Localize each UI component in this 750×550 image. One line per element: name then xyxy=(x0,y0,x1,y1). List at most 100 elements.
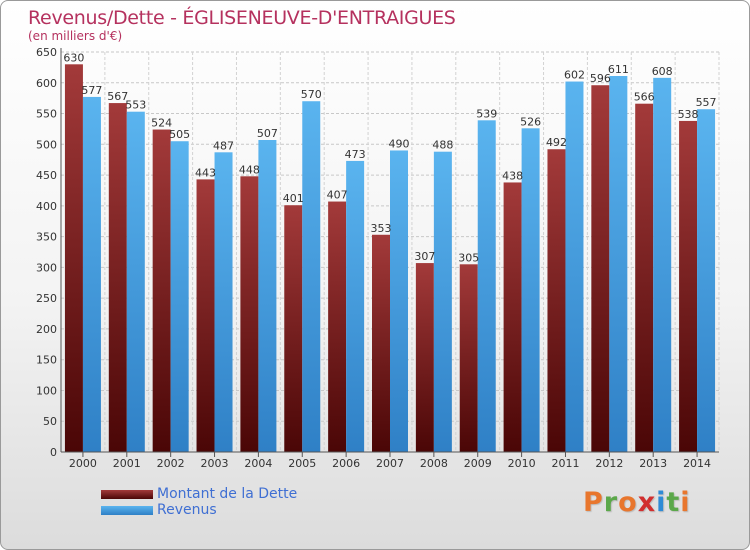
y-tick-label: 500 xyxy=(36,138,57,151)
bar-dette xyxy=(240,176,259,453)
bar-revenus xyxy=(214,152,233,453)
bar-dette xyxy=(415,263,434,452)
x-tick-label: 2010 xyxy=(508,457,536,470)
bar-revenus xyxy=(258,140,277,452)
x-tick-label: 2003 xyxy=(201,457,229,470)
x-tick-label: 2006 xyxy=(332,457,360,470)
y-tick-label: 0 xyxy=(50,446,57,459)
bar-dette xyxy=(547,149,566,452)
data-label-dette: 596 xyxy=(590,72,611,85)
y-tick-label: 300 xyxy=(36,261,57,274)
chart-subtitle: (en milliers d'€) xyxy=(28,29,123,43)
bars xyxy=(64,64,716,453)
data-label-revenus: 608 xyxy=(652,65,673,78)
legend-label-dette: Montant de la Dette xyxy=(157,486,298,502)
bar-revenus xyxy=(170,141,189,452)
data-label-revenus: 611 xyxy=(608,63,629,76)
grid-lines xyxy=(60,51,720,452)
y-tick-label: 450 xyxy=(36,169,57,182)
bar-dette xyxy=(108,103,127,453)
data-label-revenus: 487 xyxy=(213,139,234,152)
y-tick-label: 600 xyxy=(36,77,57,90)
bar-dette xyxy=(591,85,610,452)
axes: 0 50 100 150 200 250 300 350 400 450 500 550 600 650 2… xyxy=(36,46,719,470)
bar-dette xyxy=(503,182,522,452)
x-tick-label: 2002 xyxy=(157,457,185,470)
data-label-revenus: 557 xyxy=(696,96,717,109)
y-tick-label: 400 xyxy=(36,200,57,213)
y-tick-label: 200 xyxy=(36,323,57,336)
data-label-revenus: 490 xyxy=(389,137,410,150)
bar-revenus xyxy=(82,96,101,452)
bar-revenus xyxy=(126,111,145,452)
bar-revenus xyxy=(433,151,452,452)
data-label-dette: 566 xyxy=(634,91,655,104)
data-label-revenus: 539 xyxy=(476,107,497,120)
data-label-dette: 448 xyxy=(239,163,260,176)
x-tick-label: 2008 xyxy=(420,457,448,470)
y-tick-label: 650 xyxy=(36,46,57,59)
bar-dette xyxy=(372,234,390,452)
data-label-dette: 492 xyxy=(546,136,567,149)
data-label-revenus: 577 xyxy=(81,84,102,97)
bar-revenus xyxy=(521,128,540,453)
data-label-dette: 353 xyxy=(371,222,392,235)
y-tick-label: 350 xyxy=(36,231,57,244)
bar-dette xyxy=(328,201,347,452)
data-label-dette: 401 xyxy=(283,192,304,205)
chart-title: Revenus/Dette - ÉGLISENEUVE-D'ENTRAIGUES xyxy=(28,7,456,29)
data-label-revenus: 526 xyxy=(520,115,541,128)
bar-revenus xyxy=(697,109,716,452)
y-tick-label: 100 xyxy=(36,384,57,397)
x-tick-label: 2007 xyxy=(376,457,404,470)
data-label-dette: 438 xyxy=(502,169,523,182)
x-tick-label: 2012 xyxy=(595,457,623,470)
data-label-revenus: 553 xyxy=(125,99,146,112)
bar-revenus xyxy=(609,76,628,452)
data-label-dette: 630 xyxy=(63,51,84,64)
bar-dette xyxy=(64,64,83,453)
data-label-dette: 407 xyxy=(327,189,348,202)
data-label-dette: 524 xyxy=(151,117,172,130)
bar-dette xyxy=(679,120,698,452)
bar-revenus xyxy=(653,77,672,452)
x-tick-label: 2005 xyxy=(288,457,316,470)
bar-dette xyxy=(635,103,654,452)
data-label-revenus: 507 xyxy=(257,127,278,140)
y-tick-label: 150 xyxy=(36,354,57,367)
x-tick-label: 2014 xyxy=(683,457,711,470)
data-label-revenus: 488 xyxy=(432,139,453,152)
x-tick-label: 2013 xyxy=(639,457,667,470)
bar-dette xyxy=(459,264,478,452)
y-tick-label: 250 xyxy=(36,292,57,305)
x-tick-label: 2001 xyxy=(113,457,141,470)
legend-swatch-revenus xyxy=(101,506,153,515)
bar-revenus xyxy=(565,81,584,453)
proxiti-logo: Proxiti xyxy=(583,487,691,518)
data-label-revenus: 602 xyxy=(564,69,585,82)
data-label-dette: 307 xyxy=(414,250,435,263)
x-tick-label: 2004 xyxy=(244,457,272,470)
y-tick-label: 550 xyxy=(36,108,57,121)
data-label-revenus: 570 xyxy=(301,88,322,101)
x-tick-label: 2009 xyxy=(464,457,492,470)
bar-revenus xyxy=(477,120,496,453)
bar-dette xyxy=(284,205,303,452)
bar-revenus xyxy=(302,101,321,452)
legend-label-revenus: Revenus xyxy=(157,502,217,518)
y-tick-label: 50 xyxy=(43,415,57,428)
x-tick-label: 2011 xyxy=(551,457,579,470)
data-label-revenus: 505 xyxy=(169,128,190,141)
data-label-dette: 305 xyxy=(458,251,479,264)
bar-revenus xyxy=(390,150,408,452)
bar-dette xyxy=(152,129,171,453)
data-label-revenus: 473 xyxy=(345,148,366,161)
bar-dette xyxy=(196,179,215,452)
data-label-dette: 567 xyxy=(107,90,128,103)
x-tick-label: 2000 xyxy=(69,457,97,470)
legend-swatch-dette xyxy=(101,490,153,499)
data-label-dette: 538 xyxy=(678,108,699,121)
